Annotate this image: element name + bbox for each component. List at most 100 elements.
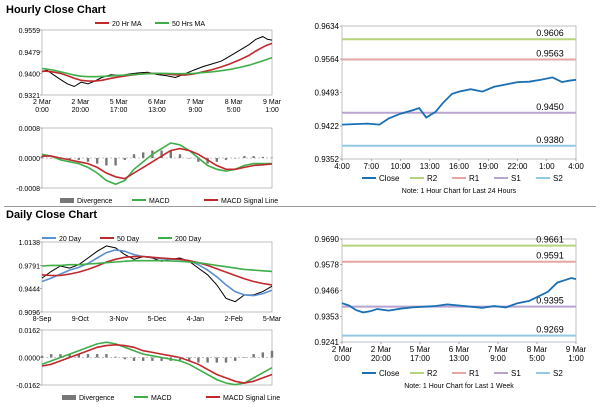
hourly-levels-close-line: [341, 76, 577, 126]
hourly-price-xtick-label: 1:00: [265, 107, 279, 114]
daily-price-xtick-label: 5-Mar: [263, 316, 282, 323]
hourly-levels-level-label-r2: 0.9606: [536, 28, 564, 38]
hourly-levels-level-label-s1: 0.9450: [536, 102, 564, 112]
daily-levels-xtick-label: 5:00: [529, 354, 545, 363]
daily-levels-legend-label: S1: [511, 369, 521, 378]
daily-section-title: Daily Close Chart: [6, 209, 98, 221]
hourly-price-plot-frame: [41, 29, 273, 96]
daily-macd-legend-label: MACD Signal Line: [223, 395, 280, 402]
daily-macd-divergence-bar: [243, 357, 246, 358]
daily-macd-divergence-bar: [234, 357, 237, 361]
daily-macd-divergence-bar: [86, 354, 90, 358]
hourly-macd-divergence-bar: [40, 156, 44, 158]
daily-macd-series-line: [41, 343, 273, 384]
daily-macd-divergence-bar: [105, 354, 108, 358]
daily-price-ytick-label: 1.0138: [19, 240, 41, 247]
hourly-levels-legend-label: S1: [511, 174, 521, 183]
daily-macd-divergence-bar: [77, 354, 80, 358]
daily-levels-legend-label: R1: [469, 369, 480, 378]
daily-levels-xtick-label: 2 Mar: [371, 345, 392, 354]
hourly-levels-legend-label: R2: [427, 174, 438, 183]
daily-levels-ytick-label: 0.9690: [315, 235, 340, 244]
hourly-macd-divergence-bar: [169, 150, 172, 158]
hourly-macd-ytick-label: 0.0008: [19, 126, 41, 133]
hourly-price-xtick-label: 9:00: [189, 107, 203, 114]
hourly-macd-divergence-bar: [243, 156, 246, 158]
hourly-price-xtick-label: 13:00: [148, 107, 166, 114]
hourly-levels-xtick-label: 22:00: [507, 162, 528, 171]
hourly-levels-ytick-label: 0.9634: [315, 22, 340, 31]
hourly-macd-divergence-bar: [142, 152, 145, 158]
hourly-levels-level-label-s2: 0.9380: [536, 135, 564, 145]
daily-macd-divergence-bar: [59, 354, 62, 358]
hourly-macd-divergence-bar: [59, 158, 62, 160]
daily-macd-legend-label: MACD: [151, 395, 172, 402]
hourly-levels-ytick-label: 0.9564: [315, 55, 340, 64]
daily-levels-level-label-r1: 0.9591: [536, 251, 564, 261]
daily-macd-divergence-bar: [96, 354, 99, 358]
hourly-levels-xtick-label: 19:00: [478, 162, 499, 171]
hourly-macd-divergence-bar: [96, 158, 99, 164]
hourly-levels-ytick-label: 0.9352: [315, 155, 340, 164]
daily-macd-divergence-bar: [197, 357, 200, 363]
daily-levels-note: Note: 1 Hour Chart for Last 1 Week: [404, 383, 514, 390]
daily-levels-xtick-label: 9 Mar: [566, 345, 587, 354]
hourly-price-xtick-label: 5:00: [227, 107, 241, 114]
daily-levels-ytick-label: 0.9466: [315, 286, 340, 295]
daily-levels-level-label-s1: 0.9395: [536, 296, 564, 306]
daily-price-xtick-label: 8-Sep: [33, 316, 52, 323]
daily-macd-divergence-bar: [215, 357, 218, 363]
hourly-levels-xtick-label: 4:00: [334, 162, 350, 171]
hourly-macd-divergence-bar: [252, 156, 255, 158]
hourly-macd-divergence-bar: [261, 156, 264, 158]
hourly-macd-divergence-bar: [160, 150, 163, 158]
daily-levels-xtick-label: 17:00: [410, 354, 431, 363]
daily-levels-legend-label: R2: [427, 369, 438, 378]
daily-price-xtick-label: 5-Dec: [148, 316, 167, 323]
hourly-levels-xtick-label: 10:00: [390, 162, 411, 171]
daily-levels-xtick-label: 1:00: [568, 354, 584, 363]
hourly-section-title: Hourly Close Chart: [6, 4, 106, 16]
daily-macd-divergence-bar: [151, 357, 154, 361]
hourly-levels-legend-label: R1: [469, 174, 480, 183]
daily-price-xtick-label: 3-Nov: [109, 316, 128, 323]
daily-levels-legend-label: Close: [379, 369, 400, 378]
daily-price-ytick-label: 0.9096: [19, 310, 41, 317]
hourly-levels-legend-label: S2: [553, 174, 563, 183]
hourly-levels-xtick-label: 1:00: [539, 162, 555, 171]
hourly-macd-plot-frame: [41, 127, 273, 189]
daily-macd-divergence-bar: [160, 357, 163, 361]
daily-price-series-line: [41, 255, 273, 286]
hourly-macd-legend-swatch: [60, 198, 74, 203]
daily-price-legend-label: 50 Day: [117, 236, 140, 243]
hourly-levels-xtick-label: 16:00: [449, 162, 470, 171]
hourly-macd-legend-label: Divergence: [77, 198, 113, 205]
hourly-macd-divergence-bar: [197, 158, 200, 162]
daily-price-series-line: [41, 259, 273, 273]
hourly-macd-divergence-bar: [215, 158, 218, 162]
daily-macd-divergence-bar: [261, 352, 264, 358]
hourly-price-xtick-label: 5 Mar: [110, 99, 129, 106]
daily-levels-xtick-label: 6 Mar: [449, 345, 470, 354]
daily-macd-divergence-bar: [224, 357, 228, 363]
daily-levels-xtick-label: 0:00: [334, 354, 350, 363]
daily-macd-series-line: [41, 341, 273, 386]
daily-price-ytick-label: 0.9791: [19, 263, 41, 270]
hourly-price-ytick-label: 0.9479: [19, 50, 41, 57]
daily-price-price-line: [41, 245, 273, 303]
daily-levels-legend-label: S2: [553, 369, 563, 378]
daily-macd-divergence-bar: [252, 354, 255, 358]
daily-levels-xtick-label: 2 Mar: [332, 345, 353, 354]
daily-price-xtick-label: 4-Jan: [187, 316, 205, 323]
hourly-levels-ytick-label: 0.9422: [315, 122, 340, 131]
daily-levels-xtick-label: 9:00: [490, 354, 506, 363]
hourly-levels-level-label-r1: 0.9563: [536, 48, 564, 58]
daily-macd-ytick-label: -0.0162: [16, 383, 40, 390]
daily-levels-xtick-label: 13:00: [449, 354, 470, 363]
hourly-price-xtick-label: 9 Mar: [263, 99, 282, 106]
daily-price-legend-label: 20 Day: [59, 236, 82, 243]
hourly-price-xtick-label: 17:00: [110, 107, 128, 114]
hourly-levels-ytick-label: 0.9493: [315, 89, 340, 98]
hourly-macd-ytick-label: 0.0000: [19, 156, 41, 163]
